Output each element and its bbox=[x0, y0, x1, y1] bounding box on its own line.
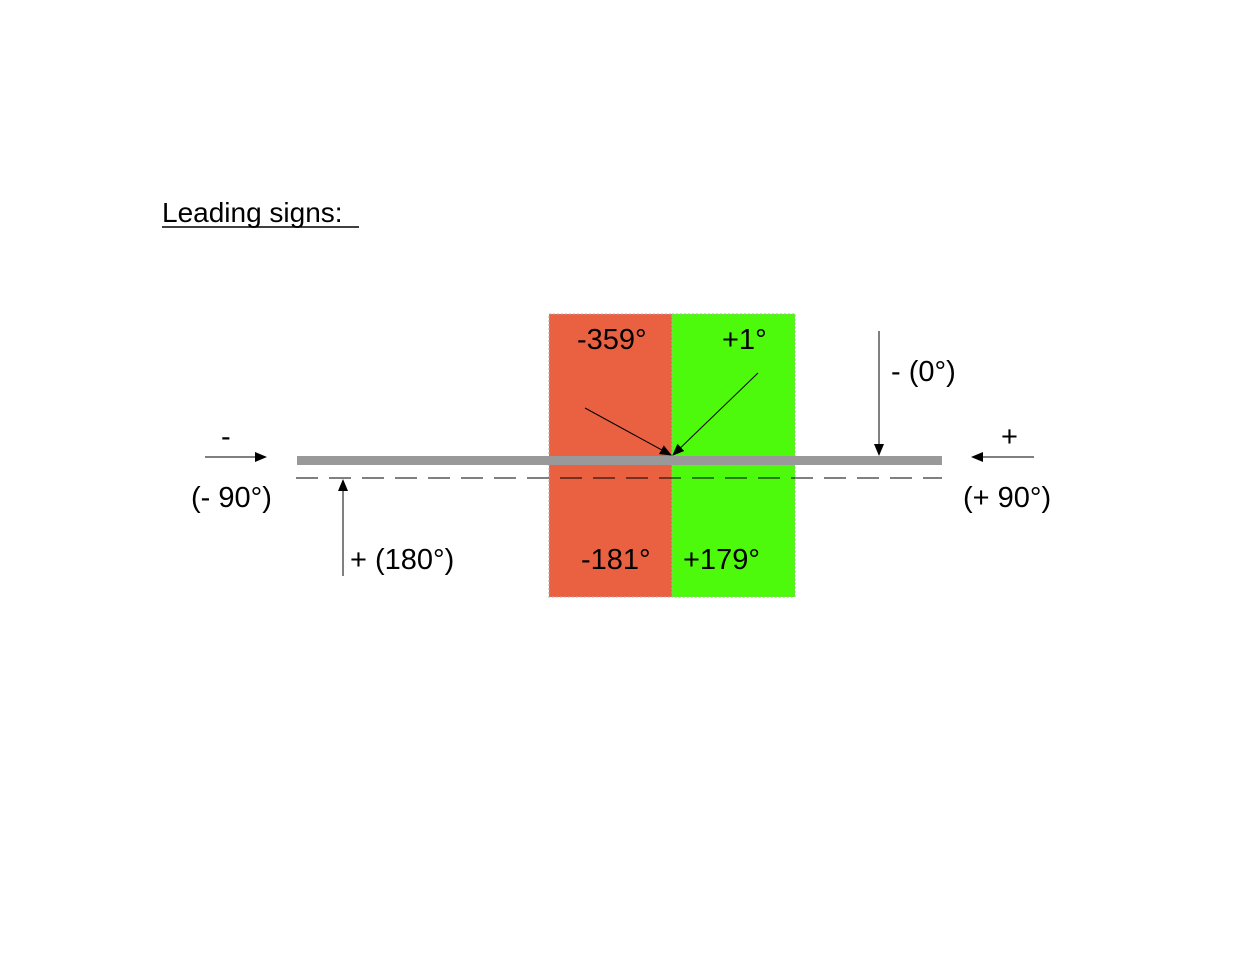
label-left-sign: - bbox=[221, 421, 231, 453]
diagram-title: Leading signs: bbox=[162, 197, 343, 228]
label-right-sign: + bbox=[1001, 421, 1018, 453]
label-minus-359: -359° bbox=[577, 324, 647, 356]
arrow-plus-1 bbox=[672, 372, 759, 456]
arrow-minus-359 bbox=[584, 407, 672, 456]
label-bottom-180: + (180°) bbox=[350, 544, 454, 576]
label-left-minus-90: (- 90°) bbox=[191, 482, 272, 514]
label-plus-1: +1° bbox=[722, 324, 767, 356]
label-top-0: - (0°) bbox=[891, 356, 956, 388]
reference-bar bbox=[297, 456, 942, 465]
label-right-plus-90: (+ 90°) bbox=[963, 482, 1051, 514]
positive-zone bbox=[671, 313, 796, 598]
label-minus-181: -181° bbox=[581, 544, 651, 576]
negative-zone bbox=[548, 313, 673, 598]
label-plus-179: +179° bbox=[683, 544, 760, 576]
